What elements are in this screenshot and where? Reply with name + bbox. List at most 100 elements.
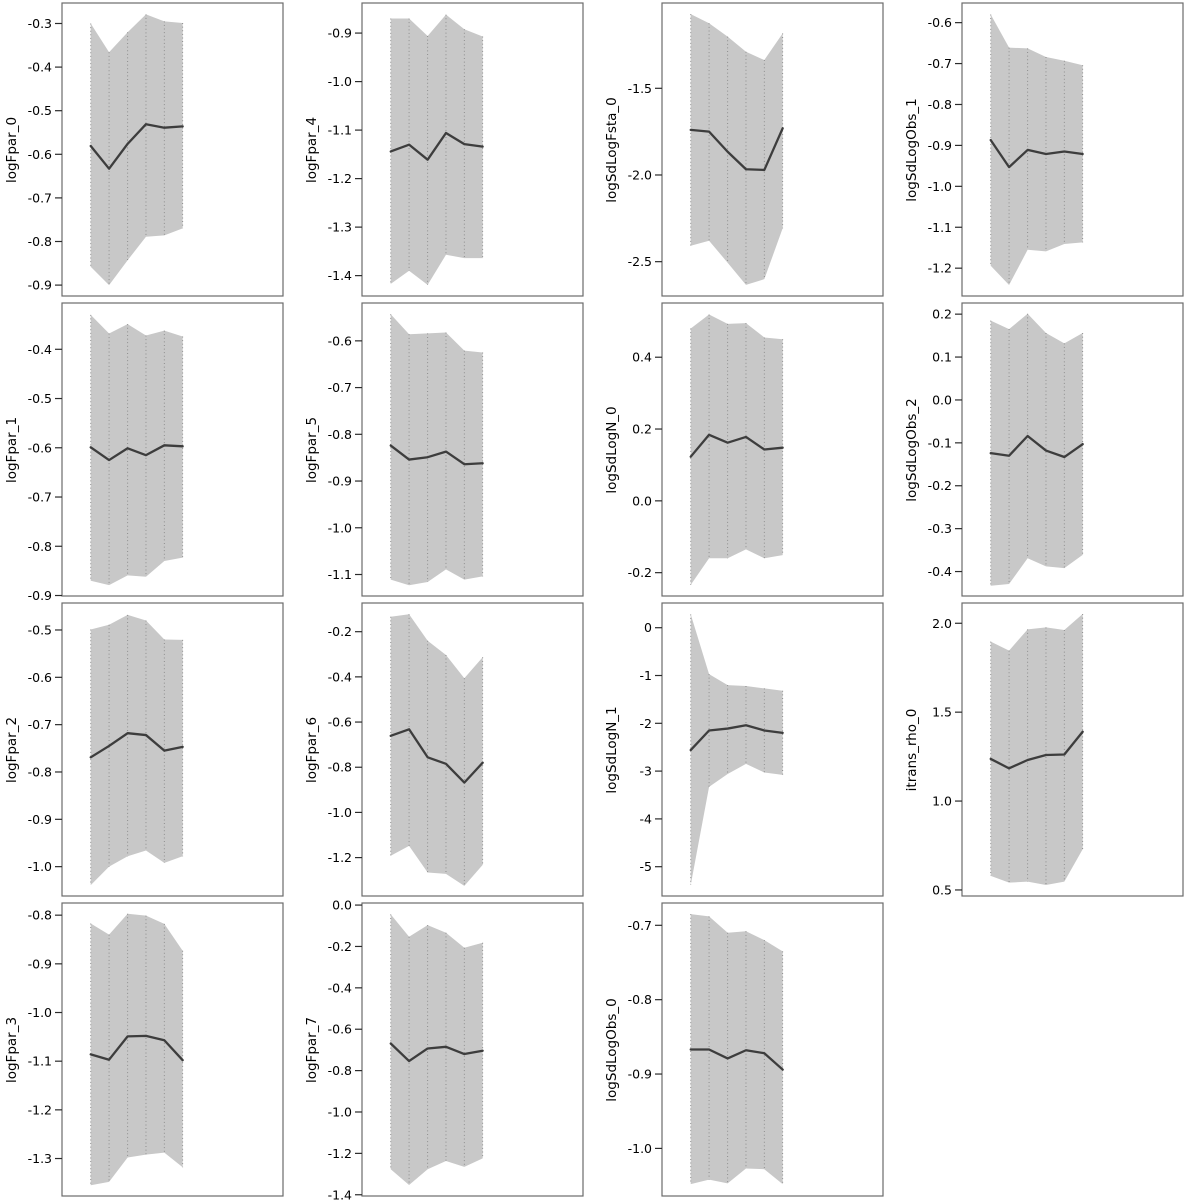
plot-canvas: -0.3 -0.4 -0.5 -0.6 -0.7 -0.8 -0.9 logFpar_0 <box>4 2 284 297</box>
y-tick-label: -0.5 <box>28 391 52 406</box>
y-tick-label: 2.0 <box>932 616 952 631</box>
y-tick-label: -1.0 <box>28 1005 52 1020</box>
y-tick-label: -0.7 <box>28 190 52 205</box>
y-tick-label: -1.1 <box>28 1054 52 1069</box>
y-tick-label: -2.0 <box>628 167 652 182</box>
y-tick-label: 0 <box>644 620 652 635</box>
y-tick-label: -1.2 <box>328 850 352 865</box>
subplot-logFpar_5: -0.6 -0.7 -0.8 -0.9 -1.0 -1.1 logFpar_5 <box>300 300 600 600</box>
y-tick-label: -0.2 <box>328 624 352 639</box>
plot-canvas: -1.5 -2.0 -2.5 logSdLogFsta_0 <box>604 2 884 297</box>
y-tick-label: -0.8 <box>28 764 52 779</box>
plot-canvas: -0.8 -0.9 -1.0 -1.1 -1.2 -1.3 logFpar_3 <box>4 902 284 1197</box>
y-tick-label: -1.0 <box>628 1141 652 1156</box>
subplot-logSdLogObs_2: 0.2 0.1 0.0 -0.1 -0.2 -0.3 -0.4 logSdLogObs_2 <box>900 300 1200 600</box>
plot-canvas: -0.5 -0.6 -0.7 -0.8 -0.9 -1.0 logFpar_2 <box>4 602 284 897</box>
y-tick-label: -0.9 <box>328 26 352 41</box>
plot-canvas: -0.6 -0.7 -0.8 -0.9 -1.0 -1.1 logFpar_5 <box>304 302 584 597</box>
y-tick-label: 0.2 <box>632 422 652 437</box>
y-tick-label: -0.7 <box>628 918 652 933</box>
y-tick-label: -1.0 <box>928 179 952 194</box>
y-tick-label: -0.8 <box>928 97 952 112</box>
y-axis-title: logSdLogObs_0 <box>604 998 620 1101</box>
y-axis-title: logSdLogFsta_0 <box>604 97 620 203</box>
y-tick-label: 0.0 <box>332 900 352 913</box>
y-tick-label: -1.0 <box>328 520 352 535</box>
y-tick-label: -0.4 <box>28 60 52 75</box>
y-tick-label: -1.5 <box>628 81 652 96</box>
subplot-logSdLogN_1: 0 -1 -2 -3 -4 -5 logSdLogN_1 <box>600 600 900 900</box>
y-tick-label: -0.3 <box>28 16 52 31</box>
y-tick-label: -0.7 <box>328 380 352 395</box>
y-tick-label: -0.6 <box>28 147 52 162</box>
y-axis-title: logFpar_5 <box>304 417 320 483</box>
y-tick-label: -1.2 <box>328 171 352 186</box>
y-tick-label: -0.5 <box>28 103 52 118</box>
y-tick-label: -0.5 <box>28 622 52 637</box>
y-tick-label: -1.2 <box>928 261 952 276</box>
y-tick-label: -0.8 <box>28 908 52 923</box>
y-tick-label: -0.8 <box>328 760 352 775</box>
y-tick-label: -1.0 <box>328 1104 352 1119</box>
y-tick-label: -1.4 <box>328 268 352 283</box>
y-axis-title: logFpar_2 <box>4 717 20 783</box>
subplot-logFpar_4: -0.9 -1.0 -1.1 -1.2 -1.3 -1.4 logFpar_4 <box>300 0 600 300</box>
y-tick-label: -0.7 <box>928 56 952 71</box>
y-axis-title: logSdLogN_0 <box>604 406 620 493</box>
y-tick-label: 1.5 <box>932 705 952 720</box>
subplot-logSdLogObs_0: -0.7 -0.8 -0.9 -1.0 logSdLogObs_0 <box>600 900 900 1200</box>
y-axis-title: logFpar_7 <box>304 1017 320 1083</box>
y-tick-label: -0.7 <box>28 490 52 505</box>
y-axis-title: logFpar_4 <box>304 117 320 183</box>
y-tick-label: -0.6 <box>328 1022 352 1037</box>
y-tick-label: -1.0 <box>328 805 352 820</box>
plot-canvas: -0.2 -0.4 -0.6 -0.8 -1.0 -1.2 logFpar_6 <box>304 602 584 897</box>
y-tick-label: -0.9 <box>328 474 352 489</box>
y-tick-label: -0.6 <box>328 715 352 730</box>
subplot-logFpar_0: -0.3 -0.4 -0.5 -0.6 -0.7 -0.8 -0.9 logFpar_0 <box>0 0 300 300</box>
y-tick-label: 0.4 <box>632 350 652 365</box>
y-tick-label: -5 <box>640 859 652 874</box>
empty-cell <box>900 900 1200 1200</box>
y-axis-title: logSdLogN_1 <box>604 706 620 793</box>
y-tick-label: -0.2 <box>928 478 952 493</box>
plot-canvas: -0.6 -0.7 -0.8 -0.9 -1.0 -1.1 -1.2 logSdLogObs… <box>904 2 1184 297</box>
y-tick-label: -0.8 <box>28 539 52 554</box>
subplot-logFpar_1: -0.4 -0.5 -0.6 -0.7 -0.8 -0.9 logFpar_1 <box>0 300 300 600</box>
y-axis-title: logSdLogObs_1 <box>904 98 920 201</box>
plot-canvas: 0.0 -0.2 -0.4 -0.6 -0.8 -1.0 -1.2 -1.4 logFpar_… <box>304 900 584 1200</box>
y-tick-label: -0.9 <box>628 1067 652 1082</box>
subplot-logFpar_2: -0.5 -0.6 -0.7 -0.8 -0.9 -1.0 logFpar_2 <box>0 600 300 900</box>
y-tick-label: -0.8 <box>328 427 352 442</box>
y-tick-label: -1.4 <box>328 1187 352 1200</box>
y-tick-label: 1.0 <box>932 794 952 809</box>
y-tick-label: -0.7 <box>28 717 52 732</box>
y-tick-label: 0.0 <box>932 392 952 407</box>
y-tick-label: -1.1 <box>328 123 352 138</box>
y-tick-label: 0.0 <box>632 493 652 508</box>
y-tick-label: -2.5 <box>628 254 652 269</box>
y-tick-label: -0.3 <box>928 521 952 536</box>
subplot-logSdLogN_0: 0.4 0.2 0.0 -0.2 logSdLogN_0 <box>600 300 900 600</box>
y-tick-label: -0.4 <box>328 669 352 684</box>
subplot-itrans_rho_0: 2.0 1.5 1.0 0.5 itrans_rho_0 <box>900 600 1200 900</box>
y-tick-label: -0.6 <box>28 440 52 455</box>
plot-canvas: 0.4 0.2 0.0 -0.2 logSdLogN_0 <box>604 302 884 597</box>
plot-canvas: -0.4 -0.5 -0.6 -0.7 -0.8 -0.9 logFpar_1 <box>4 302 284 600</box>
y-axis-title: logFpar_6 <box>304 717 320 783</box>
y-axis-title: logFpar_1 <box>4 417 20 483</box>
y-tick-label: -1.0 <box>328 74 352 89</box>
y-tick-label: -0.2 <box>628 565 652 580</box>
y-axis-title: logSdLogObs_2 <box>904 398 920 501</box>
y-tick-label: -1.2 <box>28 1102 52 1117</box>
y-tick-label: -0.6 <box>328 333 352 348</box>
y-tick-label: -0.1 <box>928 435 952 450</box>
y-axis-title: logFpar_3 <box>4 1017 20 1083</box>
subplot-logFpar_7: 0.0 -0.2 -0.4 -0.6 -0.8 -1.0 -1.2 -1.4 logFpar_… <box>300 900 600 1200</box>
subplot-logSdLogFsta_0: -1.5 -2.0 -2.5 logSdLogFsta_0 <box>600 0 900 300</box>
y-tick-label: -0.8 <box>328 1063 352 1078</box>
plot-canvas: 2.0 1.5 1.0 0.5 itrans_rho_0 <box>904 602 1184 897</box>
y-tick-label: -0.2 <box>328 939 352 954</box>
y-tick-label: -1 <box>640 668 652 683</box>
